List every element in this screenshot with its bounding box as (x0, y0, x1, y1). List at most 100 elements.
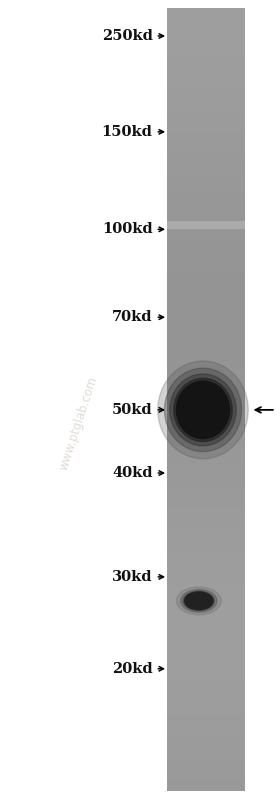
Bar (167, 129, 245, 131)
Bar (167, 216, 245, 217)
Bar (167, 560, 245, 562)
Bar (167, 582, 245, 583)
Bar (167, 629, 245, 630)
Bar (167, 666, 245, 668)
Bar (167, 683, 245, 686)
Bar (167, 539, 245, 540)
Bar (167, 568, 245, 570)
Bar (167, 587, 245, 590)
Bar (167, 221, 245, 223)
Bar (167, 10, 245, 12)
Bar (167, 405, 245, 407)
Bar (167, 135, 245, 137)
Bar (167, 105, 245, 108)
Bar (167, 133, 245, 135)
Bar (167, 656, 245, 658)
Bar (167, 583, 245, 586)
Bar (167, 78, 245, 81)
Bar (167, 378, 245, 380)
Bar (167, 316, 245, 317)
Bar (167, 396, 245, 398)
Bar (167, 169, 245, 170)
Bar (167, 137, 245, 139)
Bar (167, 765, 245, 768)
Bar (167, 601, 245, 603)
Bar (167, 703, 245, 705)
Bar (167, 435, 245, 437)
Bar (167, 127, 245, 129)
Bar (167, 753, 245, 756)
Bar (167, 642, 245, 644)
Bar (167, 301, 245, 304)
Bar (167, 682, 245, 683)
Bar (167, 70, 245, 73)
Bar (167, 709, 245, 711)
Bar (167, 165, 245, 166)
Bar (167, 280, 245, 282)
Bar (167, 344, 245, 347)
Bar (167, 711, 245, 713)
Bar (167, 81, 245, 82)
Bar (167, 431, 245, 433)
Bar (167, 451, 245, 452)
Bar (167, 448, 245, 451)
Bar (167, 672, 245, 674)
Bar (167, 701, 245, 703)
Bar (167, 775, 245, 777)
Bar (167, 472, 245, 474)
Bar (167, 141, 245, 143)
Bar (167, 333, 245, 335)
Bar (167, 312, 245, 313)
Bar (167, 69, 245, 70)
Bar (167, 638, 245, 640)
Bar (167, 184, 245, 186)
Bar (167, 392, 245, 394)
Bar (167, 208, 245, 209)
Bar (167, 482, 245, 483)
Bar (167, 658, 245, 660)
Bar (167, 177, 245, 178)
Bar (167, 660, 245, 662)
Bar (167, 370, 245, 372)
Bar (167, 777, 245, 779)
Bar (167, 617, 245, 618)
Bar (167, 278, 245, 280)
Bar (167, 229, 245, 231)
Bar (167, 125, 245, 127)
Bar (167, 192, 245, 194)
Bar (167, 77, 245, 78)
Bar (167, 460, 245, 462)
Bar (167, 768, 245, 769)
Bar (167, 47, 245, 49)
Bar (167, 433, 245, 435)
Bar (167, 317, 245, 320)
Ellipse shape (183, 591, 214, 610)
Bar (167, 26, 245, 27)
Bar (167, 360, 245, 362)
Bar (167, 543, 245, 544)
Bar (167, 376, 245, 378)
Bar (167, 407, 245, 409)
Bar (167, 30, 245, 31)
Bar (167, 411, 245, 413)
Bar (167, 251, 245, 252)
Bar (167, 321, 245, 323)
Bar (167, 761, 245, 764)
Bar (167, 578, 245, 579)
Bar (167, 521, 245, 523)
Bar (167, 490, 245, 491)
Bar (167, 309, 245, 312)
Bar (167, 59, 245, 61)
Bar (167, 613, 245, 615)
Bar (167, 239, 245, 241)
Bar (167, 157, 245, 159)
Bar (167, 212, 245, 213)
Bar (167, 145, 245, 147)
Bar (167, 398, 245, 400)
Bar (167, 401, 245, 403)
Bar (167, 139, 245, 141)
Bar (167, 53, 245, 55)
Bar (167, 120, 245, 121)
Bar (167, 757, 245, 760)
Bar (167, 503, 245, 505)
